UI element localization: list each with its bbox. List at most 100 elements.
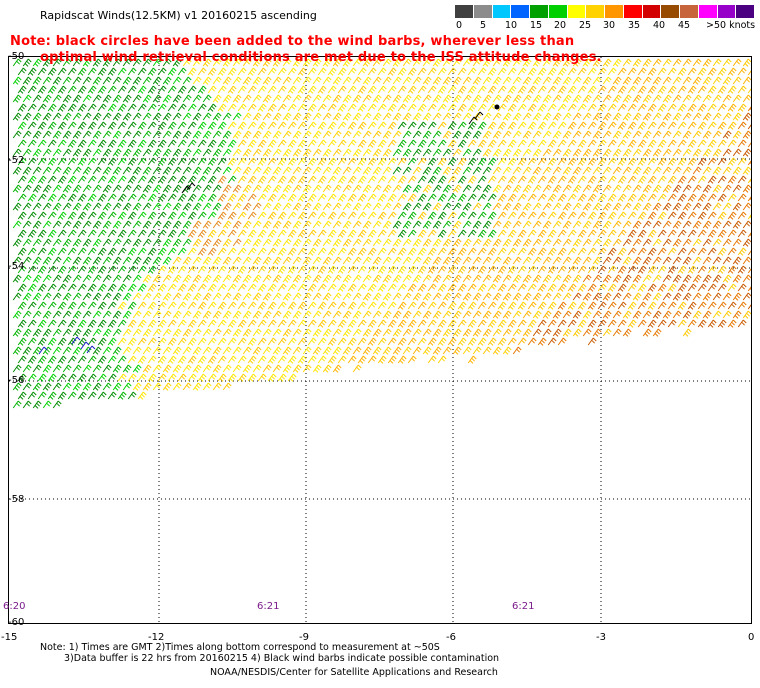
notice-line-2: optimal wind retrieval conditions are me…	[40, 50, 602, 65]
wind-barb	[372, 94, 382, 103]
wind-barb	[167, 301, 177, 310]
wind-barb	[52, 148, 62, 157]
wind-barb	[292, 238, 302, 247]
wind-barb	[567, 193, 577, 202]
wind-barb	[292, 274, 302, 283]
wind-barb	[537, 301, 547, 310]
wind-barb	[677, 175, 687, 184]
wind-barb	[542, 256, 552, 265]
wind-barb	[667, 121, 677, 130]
wind-barb	[617, 85, 627, 94]
legend-label: 45	[678, 20, 691, 31]
wind-barb	[472, 94, 482, 103]
wind-barb	[612, 184, 622, 193]
wind-barb	[382, 346, 392, 355]
wind-barb	[662, 112, 672, 121]
wind-barb	[552, 274, 562, 283]
wind-barb	[377, 211, 387, 220]
wind-barb	[537, 193, 547, 202]
wind-barb	[262, 238, 272, 247]
wind-barb	[282, 148, 292, 157]
wind-barb	[287, 175, 297, 184]
wind-barb	[697, 175, 707, 184]
wind-barb	[492, 94, 502, 103]
wind-barb	[507, 247, 517, 256]
wind-barb	[687, 103, 697, 112]
wind-barb	[137, 391, 147, 400]
wind-barb	[677, 229, 687, 238]
wind-barb	[537, 283, 547, 292]
wind-barb	[347, 139, 357, 148]
lat-label-58: -58	[8, 494, 25, 505]
wind-barb	[302, 58, 312, 67]
wind-barb	[147, 229, 157, 238]
wind-barb	[572, 328, 582, 337]
wind-barb	[517, 67, 527, 76]
wind-barb	[622, 76, 632, 85]
wind-barb	[217, 373, 227, 382]
wind-barb	[742, 256, 752, 265]
wind-barb	[322, 328, 332, 337]
wind-barb	[597, 85, 607, 94]
wind-barb	[102, 274, 112, 283]
wind-barb	[417, 67, 427, 76]
wind-barb	[497, 265, 507, 274]
wind-barb	[72, 382, 82, 391]
wind-barb	[272, 256, 282, 265]
wind-barb	[527, 67, 537, 76]
wind-barb	[507, 283, 517, 292]
wind-barb	[412, 58, 422, 67]
wind-barb	[432, 76, 442, 85]
wind-barb	[402, 346, 412, 355]
wind-barb	[307, 265, 317, 274]
wind-barb	[17, 211, 27, 220]
wind-barb	[32, 148, 42, 157]
wind-barb	[172, 274, 182, 283]
wind-barb	[702, 112, 712, 121]
wind-barb	[207, 373, 217, 382]
wind-barb	[642, 274, 652, 283]
wind-barb	[677, 193, 687, 202]
wind-barb	[27, 103, 37, 112]
wind-barb	[72, 184, 82, 193]
wind-barb	[32, 400, 42, 409]
wind-barb	[372, 184, 382, 193]
wind-barb	[522, 148, 532, 157]
wind-barb	[742, 58, 752, 67]
wind-barb	[677, 121, 687, 130]
wind-barb	[22, 310, 32, 319]
wind-barb	[157, 283, 167, 292]
wind-barb	[517, 175, 527, 184]
wind-barb	[472, 310, 482, 319]
wind-barb	[302, 94, 312, 103]
wind-barb	[337, 211, 347, 220]
wind-barb	[417, 175, 427, 184]
wind-barb	[362, 238, 372, 247]
wind-barb	[507, 121, 517, 130]
wind-barb	[512, 346, 522, 355]
wind-barb	[572, 238, 582, 247]
wind-barb	[197, 301, 207, 310]
wind-barb	[307, 175, 317, 184]
wind-barb	[572, 310, 582, 319]
wind-barb	[702, 130, 712, 139]
wind-barb	[442, 256, 452, 265]
wind-barb	[352, 58, 362, 67]
wind-barb	[582, 148, 592, 157]
wind-barb	[352, 220, 362, 229]
wind-barb	[262, 58, 272, 67]
wind-barb	[627, 85, 637, 94]
wind-barb	[647, 229, 657, 238]
wind-barb	[452, 274, 462, 283]
wind-barb	[497, 67, 507, 76]
wind-barb	[182, 220, 192, 229]
wind-barb	[657, 175, 667, 184]
wind-barb	[617, 229, 627, 238]
wind-barb	[347, 67, 357, 76]
wind-barb	[107, 229, 117, 238]
wind-barb	[107, 247, 117, 256]
legend-swatch	[472, 5, 492, 18]
wind-barb	[162, 346, 172, 355]
wind-barb	[192, 364, 202, 373]
wind-barb	[507, 139, 517, 148]
